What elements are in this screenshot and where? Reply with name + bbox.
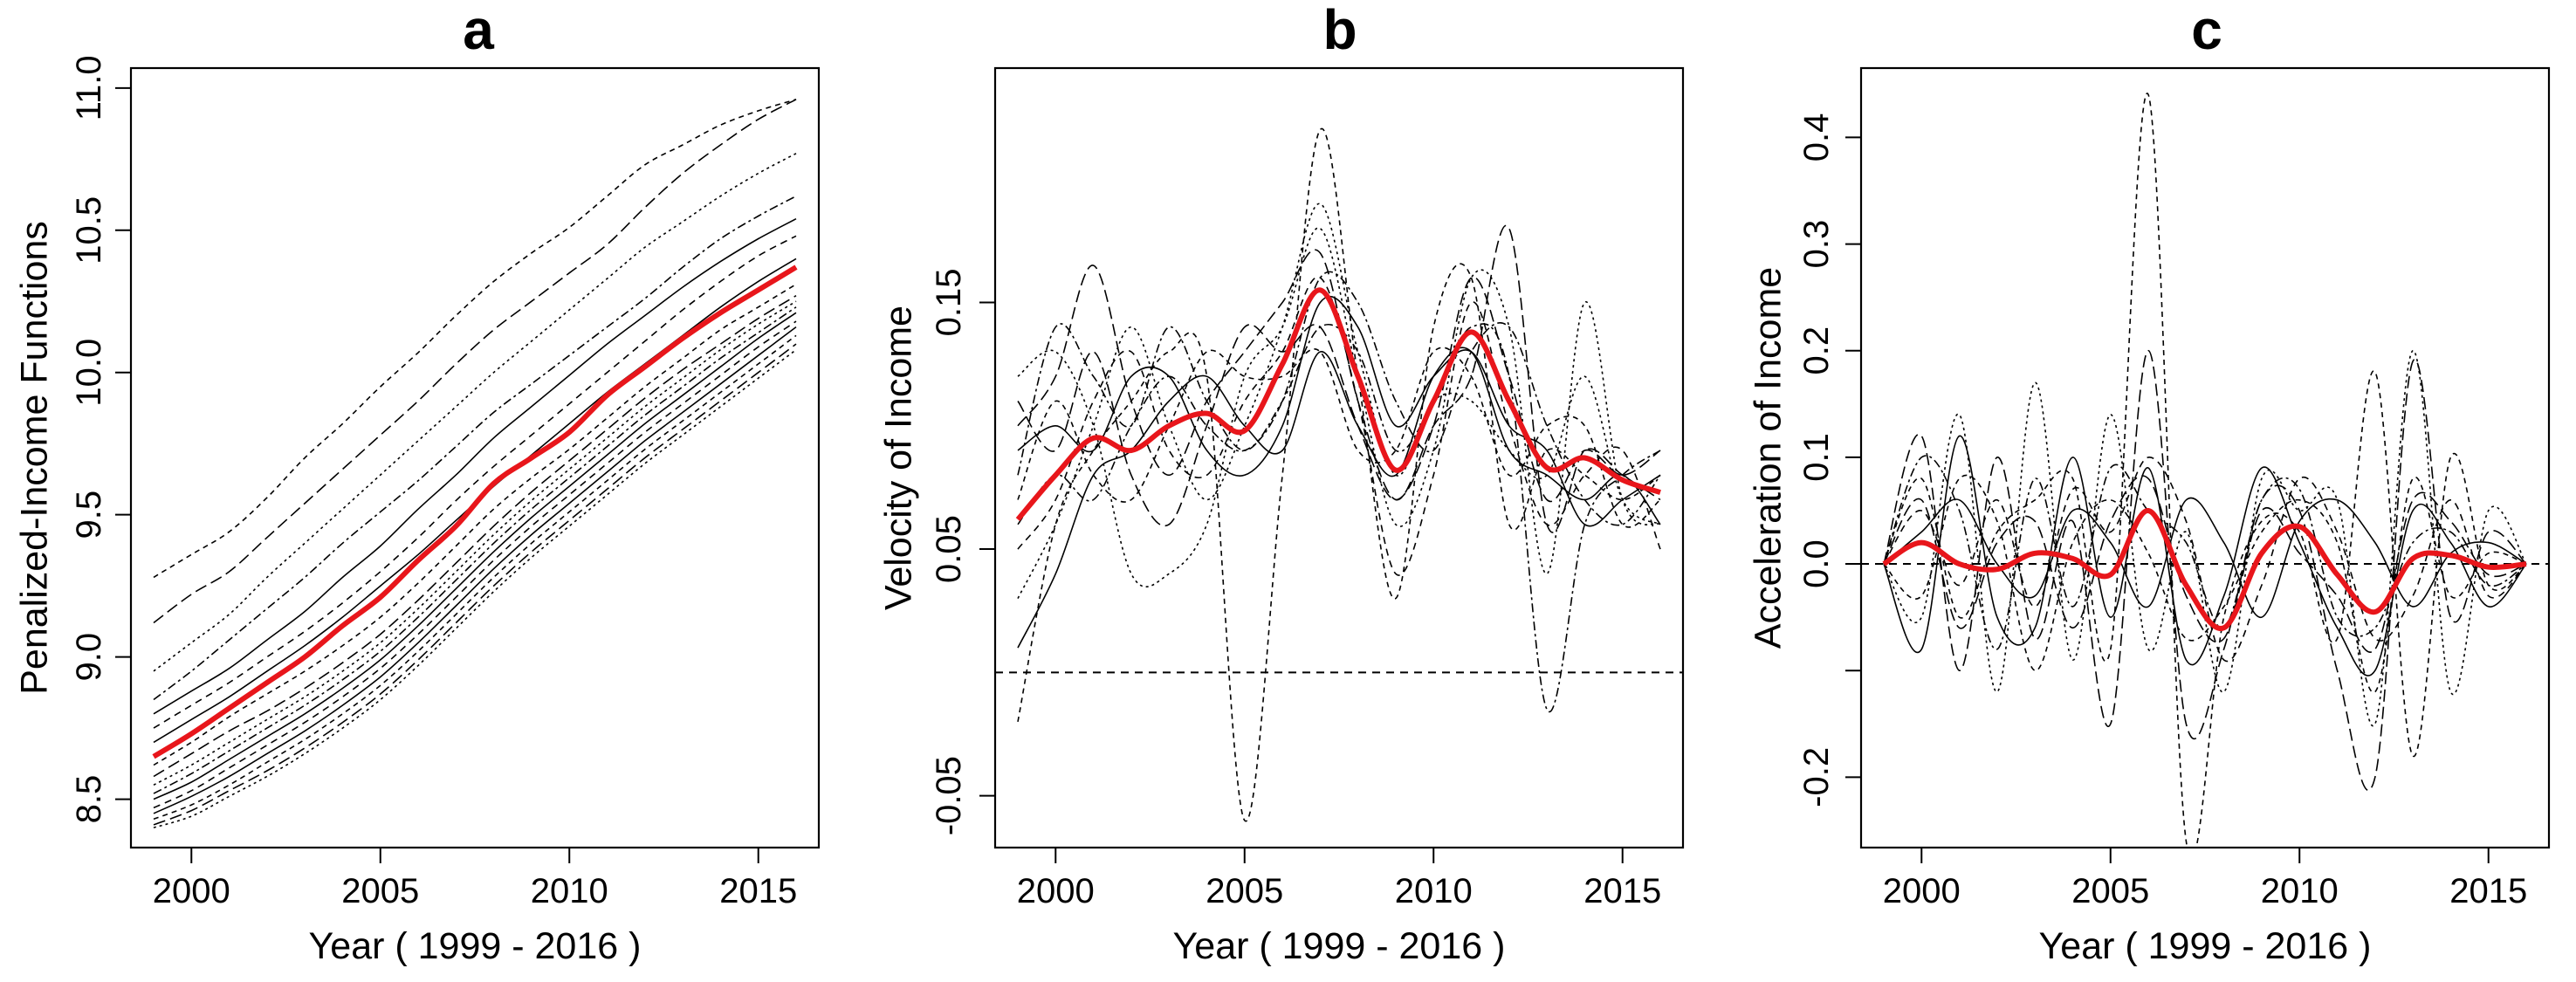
curves bbox=[152, 99, 798, 828]
series-line-region-14 bbox=[153, 326, 797, 814]
series-line-region-04 bbox=[1017, 323, 1661, 713]
series-line-region-10 bbox=[1017, 203, 1661, 599]
x-axis-label: Year ( 1999 - 2016 ) bbox=[309, 925, 642, 967]
curves bbox=[1882, 93, 2527, 848]
y-tick-label: 0.0 bbox=[1797, 539, 1836, 588]
panel-title: c bbox=[2191, 0, 2222, 61]
plot-frame bbox=[1859, 66, 2551, 849]
plot-frame bbox=[129, 66, 821, 849]
y-tick-label: 0.2 bbox=[1797, 326, 1836, 375]
x-tick-label: 2010 bbox=[2261, 872, 2339, 910]
series-line-region-05 bbox=[1017, 347, 1661, 649]
y-tick-label: 8.5 bbox=[70, 775, 108, 824]
series-line-region-11 bbox=[153, 306, 797, 794]
y-tick-label: 0.15 bbox=[930, 269, 968, 337]
y-tick-label: 0.05 bbox=[930, 515, 968, 583]
series-line-region-16 bbox=[153, 343, 797, 826]
x-tick-label: 2015 bbox=[2449, 872, 2527, 910]
x-tick-label: 2015 bbox=[1583, 872, 1661, 910]
y-tick-label: 0.3 bbox=[1797, 220, 1836, 269]
series-line-region-08 bbox=[1017, 347, 1661, 528]
x-tick-label: 2005 bbox=[341, 872, 419, 910]
y-tick-label: 0.4 bbox=[1797, 113, 1836, 162]
series-line-region-01 bbox=[153, 99, 797, 579]
y-tick-label: 10.5 bbox=[70, 196, 108, 264]
series-line-region-05 bbox=[153, 217, 797, 715]
series-line-region-12 bbox=[153, 312, 797, 800]
series-line-region-08 bbox=[153, 284, 797, 766]
x-tick-label: 2010 bbox=[531, 872, 608, 910]
panel-b: 2000 2005 2010 2015 -0.05 0.05 0.15 b Year ( 199… bbox=[877, 0, 1685, 967]
x-tick-label: 2015 bbox=[719, 872, 797, 910]
series-line-region-17 bbox=[153, 349, 797, 828]
panel-title: a bbox=[463, 0, 494, 61]
y-tick-label: 10.0 bbox=[70, 339, 108, 407]
series-line-region-09 bbox=[1883, 475, 2527, 653]
x-tick-label: 2000 bbox=[153, 872, 230, 910]
x-tick-label: 2010 bbox=[1395, 872, 1473, 910]
series-line-region-09 bbox=[153, 295, 797, 778]
y-axis-label: Acceleration of Income bbox=[1747, 267, 1789, 649]
y-tick-label: -0.05 bbox=[930, 756, 968, 835]
x-tick-label: 2000 bbox=[1017, 872, 1095, 910]
curves bbox=[1015, 127, 1661, 822]
y-tick-label: 11.0 bbox=[70, 55, 108, 120]
x-axis-label: Year ( 1999 - 2016 ) bbox=[1173, 925, 1506, 967]
y-axis-label: Velocity of Income bbox=[877, 306, 919, 610]
y-axis-label: Penalized-Income Functions bbox=[13, 221, 55, 695]
x-tick-label: 2005 bbox=[1206, 872, 1283, 910]
x-tick-label: 2000 bbox=[1883, 872, 1961, 910]
series-line-region-07 bbox=[1017, 295, 1661, 527]
x-axis-label: Year ( 1999 - 2016 ) bbox=[2039, 925, 2372, 967]
series-line-region-06 bbox=[1883, 457, 2527, 663]
y-tick-label: 0.1 bbox=[1797, 433, 1836, 482]
series-line-region-03 bbox=[1017, 227, 1661, 587]
series-line-region-13 bbox=[153, 320, 797, 809]
y-tick-label: -0.2 bbox=[1797, 747, 1836, 807]
series-line-mean bbox=[1015, 287, 1661, 522]
series-line-mean bbox=[1882, 508, 2527, 631]
series-line-region-05 bbox=[1883, 435, 2527, 676]
series-line-region-08 bbox=[1883, 474, 2527, 693]
plot-frame bbox=[993, 66, 1685, 849]
panel-c: 2000 2005 2010 2015 -0.2 0.0 0.1 0.2 0.3 0.4 c Year… bbox=[1747, 0, 2551, 967]
series-line-region-04 bbox=[153, 195, 797, 701]
series-line-region-07 bbox=[1883, 497, 2527, 618]
series-line-region-02 bbox=[1883, 349, 2527, 792]
series-line-region-03 bbox=[153, 153, 797, 672]
series-line-region-06 bbox=[1017, 276, 1661, 576]
series-line-region-15 bbox=[153, 334, 797, 821]
series-line-region-06 bbox=[153, 235, 797, 729]
series-line-region-01 bbox=[1017, 127, 1661, 822]
panel-a: 2000 2005 2010 2015 8.5 9.0 9.5 10.0 10.5 11.0 a Ye… bbox=[13, 0, 821, 967]
panel-title: b bbox=[1322, 0, 1357, 61]
series-line-mean bbox=[152, 264, 798, 759]
series-line-region-10 bbox=[153, 300, 797, 786]
x-tick-label: 2005 bbox=[2071, 872, 2149, 910]
series-line-region-02 bbox=[153, 99, 797, 624]
y-tick-label: 9.0 bbox=[70, 633, 108, 682]
series-line-region-03 bbox=[1883, 349, 2527, 727]
y-tick-label: 9.5 bbox=[70, 491, 108, 539]
